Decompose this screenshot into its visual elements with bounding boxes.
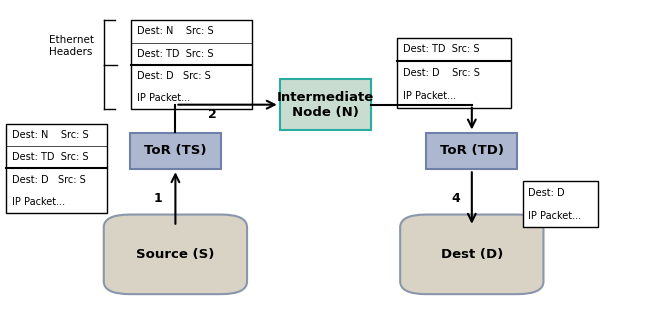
Text: IP Packet...: IP Packet... xyxy=(12,197,65,207)
Bar xyxy=(397,38,511,108)
FancyBboxPatch shape xyxy=(130,133,221,169)
FancyBboxPatch shape xyxy=(280,79,371,130)
Text: Dest: TD  Src: S: Dest: TD Src: S xyxy=(12,152,89,162)
Text: Dest: D    Src: S: Dest: D Src: S xyxy=(403,68,480,78)
FancyBboxPatch shape xyxy=(104,214,247,294)
Text: Dest: D: Dest: D xyxy=(528,188,565,198)
Text: Dest: N    Src: S: Dest: N Src: S xyxy=(12,130,89,140)
Text: Dest: TD  Src: S: Dest: TD Src: S xyxy=(137,49,214,59)
Bar xyxy=(131,20,252,110)
Text: 2: 2 xyxy=(208,108,217,122)
Text: 4: 4 xyxy=(451,192,460,205)
Text: Intermediate
Node (N): Intermediate Node (N) xyxy=(277,91,374,119)
Text: 1: 1 xyxy=(154,192,163,205)
Text: Dest: N    Src: S: Dest: N Src: S xyxy=(137,27,214,36)
FancyBboxPatch shape xyxy=(426,133,518,169)
Text: Dest (D): Dest (D) xyxy=(441,248,503,261)
Text: Ethernet
Headers: Ethernet Headers xyxy=(49,35,94,57)
Bar xyxy=(6,124,107,213)
Text: Source (S): Source (S) xyxy=(136,248,215,261)
Bar xyxy=(522,181,598,227)
Text: Dest: TD  Src: S: Dest: TD Src: S xyxy=(403,44,479,54)
Text: IP Packet...: IP Packet... xyxy=(403,91,456,101)
Text: Dest: D   Src: S: Dest: D Src: S xyxy=(12,175,85,184)
Text: ToR (TD): ToR (TD) xyxy=(440,145,504,157)
Text: IP Packet...: IP Packet... xyxy=(137,93,190,103)
Text: 3: 3 xyxy=(432,93,440,106)
Text: ToR (TS): ToR (TS) xyxy=(144,145,207,157)
Text: IP Packet...: IP Packet... xyxy=(528,211,581,221)
Text: Dest: D   Src: S: Dest: D Src: S xyxy=(137,71,211,81)
FancyBboxPatch shape xyxy=(400,214,543,294)
